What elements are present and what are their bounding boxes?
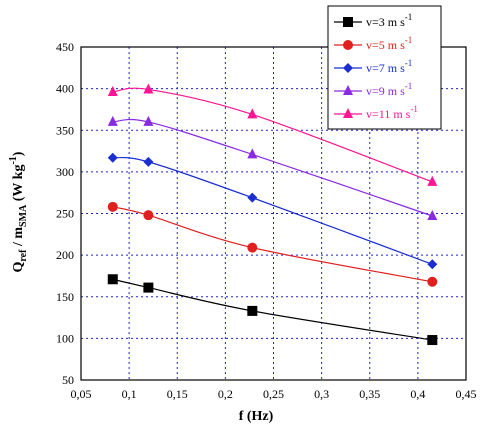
x-tick-label: 0,4 (410, 387, 425, 401)
legend-label: v=7 m s-1 (366, 58, 412, 75)
y-axis-title-unit: (W kg (11, 165, 26, 205)
y-axis-title-sub2: SMA (18, 204, 29, 227)
legend-marker (343, 17, 353, 27)
y-axis-title-sub1: ref (18, 249, 29, 262)
y-tick-label: 400 (56, 82, 74, 96)
y-axis-title-sup: -1 (8, 156, 19, 164)
data-point (143, 115, 154, 126)
legend-label: v=5 m s-1 (366, 35, 412, 52)
legend-label: v=9 m s-1 (366, 81, 412, 98)
data-point (427, 259, 438, 270)
data-point (247, 305, 258, 316)
y-tick-label: 350 (56, 123, 74, 137)
y-tick-label: 450 (56, 40, 74, 54)
series-line (112, 156, 433, 265)
data-point (143, 282, 154, 293)
data-point (107, 201, 118, 212)
legend-marker (343, 63, 353, 73)
data-point (107, 152, 118, 163)
data-point (107, 274, 118, 285)
y-axis-title-main: Q (11, 261, 26, 272)
series-line (112, 118, 433, 217)
data-point (107, 115, 118, 126)
data-point (427, 276, 438, 287)
data-point (247, 148, 258, 159)
data-point (427, 209, 438, 220)
series-1 (107, 274, 438, 346)
data-point (143, 83, 154, 94)
y-tick-label: 100 (56, 331, 74, 345)
x-tick-label: 0,45 (456, 387, 477, 401)
x-tick-label: 0,15 (167, 387, 188, 401)
legend-marker (343, 108, 353, 118)
series-3 (107, 152, 438, 270)
x-axis-title: f (Hz) (239, 409, 274, 424)
legend: v=3 m s-1 v=5 m s-1 v=7 m s-1 v=9 m s-1 v=11… (327, 5, 442, 130)
x-tick-label: 0,3 (314, 387, 329, 401)
series-5 (107, 83, 438, 186)
y-axis-title-mid: / m (11, 227, 26, 250)
data-point (427, 175, 438, 186)
plot-frame (80, 46, 467, 381)
data-point (247, 192, 258, 203)
legend-items: v=3 m s-1 v=5 m s-1 v=7 m s-1 v=9 m s-1 v=11… (334, 12, 418, 121)
series-line (112, 87, 433, 183)
legend-label: v=3 m s-1 (366, 12, 412, 29)
y-tick-label: 300 (56, 165, 74, 179)
y-axis-title: Qref / mSMA (W kg-1) (8, 151, 29, 272)
legend-marker (343, 85, 353, 95)
series-4 (107, 115, 438, 220)
series-layer (107, 83, 438, 346)
data-point (427, 335, 438, 346)
x-tick-label: 0,1 (122, 387, 137, 401)
series-line (112, 278, 433, 341)
x-tick-label: 0,35 (359, 387, 380, 401)
data-point (143, 156, 154, 167)
data-point (247, 108, 258, 119)
y-tick-label: 200 (56, 248, 74, 262)
y-tick-label: 150 (56, 290, 74, 304)
x-tick-label: 0,05 (71, 387, 92, 401)
data-point (143, 210, 154, 221)
x-tick-label: 0,25 (263, 387, 284, 401)
legend-label: v=11 m s-1 (366, 104, 418, 121)
data-point (247, 242, 258, 253)
y-tick-label: 250 (56, 207, 74, 221)
y-axis-title-close: ) (11, 151, 26, 156)
data-point (107, 85, 118, 96)
series-line (112, 206, 433, 283)
legend-marker (343, 40, 353, 50)
x-tick-label: 0,2 (218, 387, 233, 401)
tick-labels: 0,05 0,1 0,15 0,2 0,25 0,3 0,35 0,4 0,45 50 100 150… (56, 40, 477, 401)
y-tick-label: 50 (62, 373, 74, 387)
series-2 (107, 201, 438, 287)
